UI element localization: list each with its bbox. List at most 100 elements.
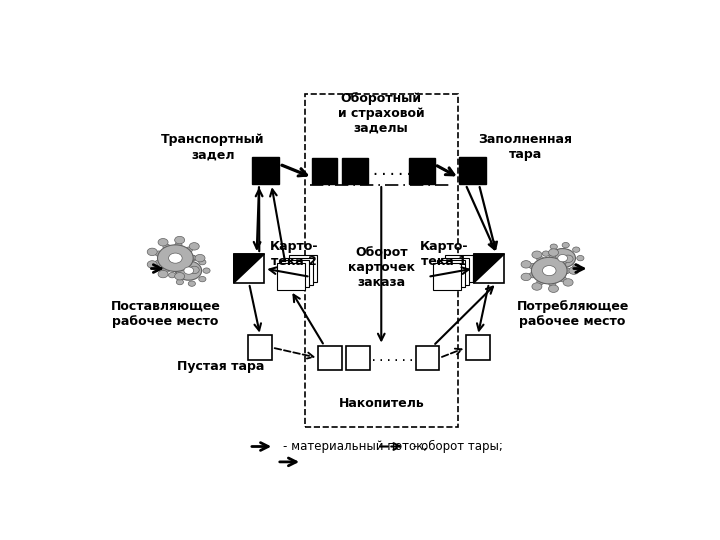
Circle shape [155, 260, 162, 265]
Text: Карто-
тека 1: Карто- тека 1 [420, 240, 469, 268]
Circle shape [531, 258, 567, 284]
Circle shape [529, 264, 536, 269]
Circle shape [184, 267, 194, 274]
Text: - материальный поток;: - материальный поток; [282, 440, 427, 453]
Circle shape [569, 267, 579, 274]
Bar [281, 260, 309, 287]
Circle shape [549, 249, 559, 256]
Circle shape [549, 285, 559, 293]
Circle shape [163, 244, 170, 249]
Circle shape [171, 254, 180, 262]
Circle shape [163, 248, 188, 268]
Circle shape [188, 255, 195, 260]
Circle shape [199, 259, 206, 265]
Circle shape [189, 255, 197, 261]
Circle shape [175, 268, 182, 274]
Bar [416, 346, 439, 370]
Circle shape [563, 268, 570, 273]
Circle shape [549, 255, 556, 260]
Circle shape [536, 261, 562, 280]
Circle shape [168, 253, 182, 263]
Circle shape [176, 279, 184, 285]
Bar [318, 346, 342, 370]
Polygon shape [474, 254, 504, 283]
Bar [284, 258, 312, 285]
Circle shape [532, 283, 542, 290]
Text: Карто-
тека 2: Карто- тека 2 [269, 240, 318, 268]
Text: Оборотный
и страховой
заделы: Оборотный и страховой заделы [338, 92, 425, 135]
Circle shape [188, 281, 195, 286]
Circle shape [558, 254, 567, 262]
Circle shape [577, 255, 584, 261]
Circle shape [549, 281, 556, 286]
Circle shape [176, 261, 202, 280]
Text: Потребляющее
рабочее место: Потребляющее рабочее место [516, 300, 629, 328]
Bar [234, 254, 264, 283]
Circle shape [563, 255, 573, 262]
Text: Поставляющее
рабочее место: Поставляющее рабочее место [110, 300, 220, 328]
Text: ......: ...... [364, 164, 414, 178]
Circle shape [158, 239, 168, 246]
Text: - оборот тары;: - оборот тары; [413, 440, 503, 453]
Polygon shape [234, 254, 264, 283]
Bar [441, 258, 469, 285]
Bar [346, 346, 369, 370]
Bar [445, 255, 473, 282]
Circle shape [537, 279, 544, 285]
Text: Транспортный
задел: Транспортный задел [161, 133, 264, 161]
Circle shape [572, 264, 580, 269]
Bar [410, 158, 435, 184]
Bar [437, 260, 465, 287]
Circle shape [521, 273, 531, 281]
Bar [248, 335, 272, 360]
Bar [433, 264, 461, 291]
Bar [305, 94, 459, 427]
Circle shape [532, 251, 542, 259]
Circle shape [550, 267, 557, 272]
Circle shape [562, 268, 570, 274]
Text: Пустая тара: Пустая тара [177, 360, 265, 373]
Text: Оборот
карточек
заказа: Оборот карточек заказа [348, 246, 415, 289]
Circle shape [550, 244, 557, 249]
Circle shape [175, 242, 182, 248]
Bar [289, 255, 317, 282]
Circle shape [562, 242, 570, 248]
Circle shape [572, 247, 580, 252]
Circle shape [158, 271, 168, 278]
Circle shape [185, 264, 192, 269]
Circle shape [521, 261, 531, 268]
Circle shape [559, 259, 567, 265]
Circle shape [163, 267, 170, 272]
Bar [459, 157, 485, 184]
Circle shape [542, 266, 556, 276]
Bar [253, 157, 279, 184]
Circle shape [550, 248, 575, 268]
Circle shape [176, 256, 184, 262]
Circle shape [189, 266, 199, 274]
Circle shape [185, 247, 192, 252]
Text: Заполненная
тара: Заполненная тара [478, 133, 572, 161]
Circle shape [542, 260, 549, 265]
Circle shape [559, 276, 567, 282]
Circle shape [203, 268, 210, 273]
Circle shape [168, 273, 176, 278]
Bar [277, 264, 305, 291]
Circle shape [563, 279, 573, 286]
Circle shape [544, 267, 554, 274]
Text: ......: ...... [371, 352, 415, 365]
Bar [474, 254, 504, 283]
Circle shape [158, 245, 193, 272]
Bar [312, 158, 337, 184]
Circle shape [529, 273, 536, 278]
Circle shape [147, 261, 157, 268]
Bar [466, 335, 490, 360]
Circle shape [542, 251, 549, 256]
Bar [343, 158, 368, 184]
Text: Накопитель: Накопитель [338, 397, 424, 410]
Circle shape [195, 254, 205, 262]
Circle shape [147, 248, 157, 255]
Circle shape [175, 273, 184, 280]
Circle shape [199, 276, 206, 282]
Circle shape [155, 251, 162, 256]
Circle shape [189, 242, 199, 250]
